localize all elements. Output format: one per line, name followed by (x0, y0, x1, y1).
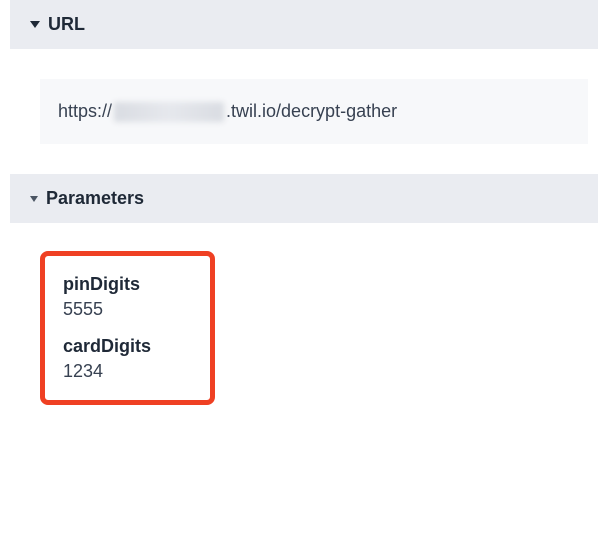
url-display-box: https:// .twil.io/decrypt-gather (40, 79, 588, 144)
parameter-item: cardDigits 1234 (63, 336, 192, 382)
parameter-value: 5555 (63, 299, 192, 320)
url-section-title: URL (48, 14, 85, 35)
url-suffix: .twil.io/decrypt-gather (226, 101, 397, 122)
caret-down-icon (30, 21, 40, 28)
url-section-header[interactable]: URL (10, 0, 598, 49)
parameter-value: 1234 (63, 361, 192, 382)
parameters-content: pinDigits 5555 cardDigits 1234 (40, 251, 588, 405)
parameter-key: pinDigits (63, 274, 192, 295)
url-prefix: https:// (58, 101, 112, 122)
parameter-item: pinDigits 5555 (63, 274, 192, 320)
url-redacted-segment (114, 102, 224, 122)
parameters-section-header[interactable]: Parameters (10, 174, 598, 223)
parameters-highlight-box: pinDigits 5555 cardDigits 1234 (40, 251, 215, 405)
parameter-key: cardDigits (63, 336, 192, 357)
caret-down-icon (30, 196, 38, 202)
parameters-section-title: Parameters (46, 188, 144, 209)
